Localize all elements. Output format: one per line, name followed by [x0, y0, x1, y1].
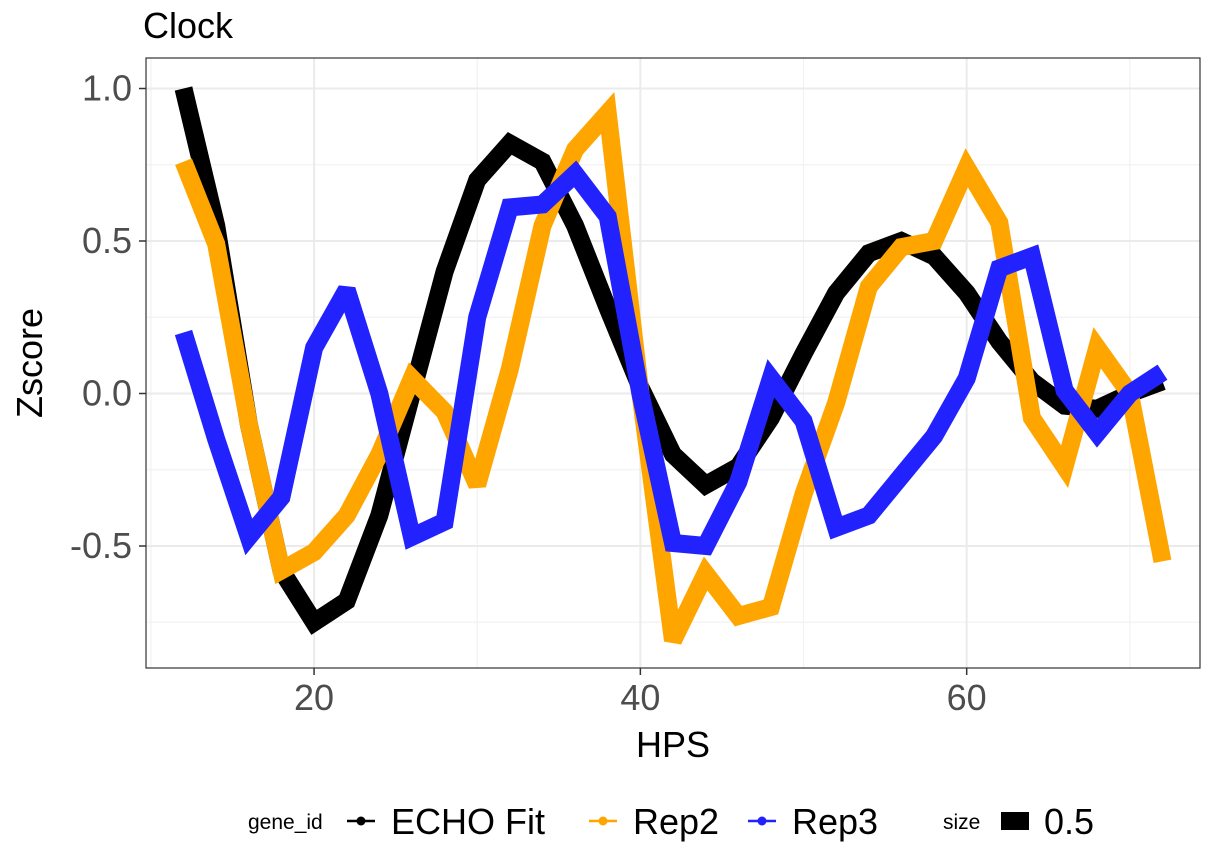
y-axis-title: Zscore — [9, 308, 50, 418]
legend-key-dot — [356, 816, 366, 826]
y-axis: 1.0 0.5 0.0 -0.5 — [70, 68, 146, 566]
size-legend-key — [1001, 812, 1029, 830]
x-axis: 20 40 60 — [294, 668, 987, 718]
legend-item-rep3: Rep3 — [748, 801, 878, 842]
size-legend-title: size — [943, 811, 980, 834]
x-tick-label: 40 — [620, 677, 660, 718]
x-tick-label: 20 — [294, 677, 334, 718]
y-tick-label: 0.0 — [82, 373, 132, 414]
legend-title: gene_id — [248, 811, 323, 834]
size-legend-label: 0.5 — [1044, 801, 1094, 842]
series-lines — [174, 86, 1172, 645]
series-line-rep2 — [175, 91, 1172, 645]
legend-label: ECHO Fit — [391, 801, 545, 842]
legend-key-dot — [598, 816, 608, 826]
y-tick-label: 0.5 — [82, 220, 132, 261]
chart-title: Clock — [143, 5, 234, 46]
legend-item-rep2: Rep2 — [589, 801, 719, 842]
y-tick-label: 1.0 — [82, 68, 132, 109]
legend-item-echo-fit: ECHO Fit — [347, 801, 545, 842]
legend-key-dot — [757, 816, 767, 826]
plot-panel-border — [145, 57, 1201, 669]
legend-label: Rep3 — [792, 801, 878, 842]
series-line-rep3 — [174, 160, 1168, 556]
legend-label: Rep2 — [633, 801, 719, 842]
y-tick-label: -0.5 — [70, 525, 132, 566]
series-line-echo-fit — [174, 86, 1166, 635]
x-axis-title: HPS — [636, 724, 710, 765]
x-tick-label: 60 — [947, 677, 987, 718]
legend: gene_id ECHO Fit Rep2 Rep3 size 0.5 — [248, 801, 1094, 842]
